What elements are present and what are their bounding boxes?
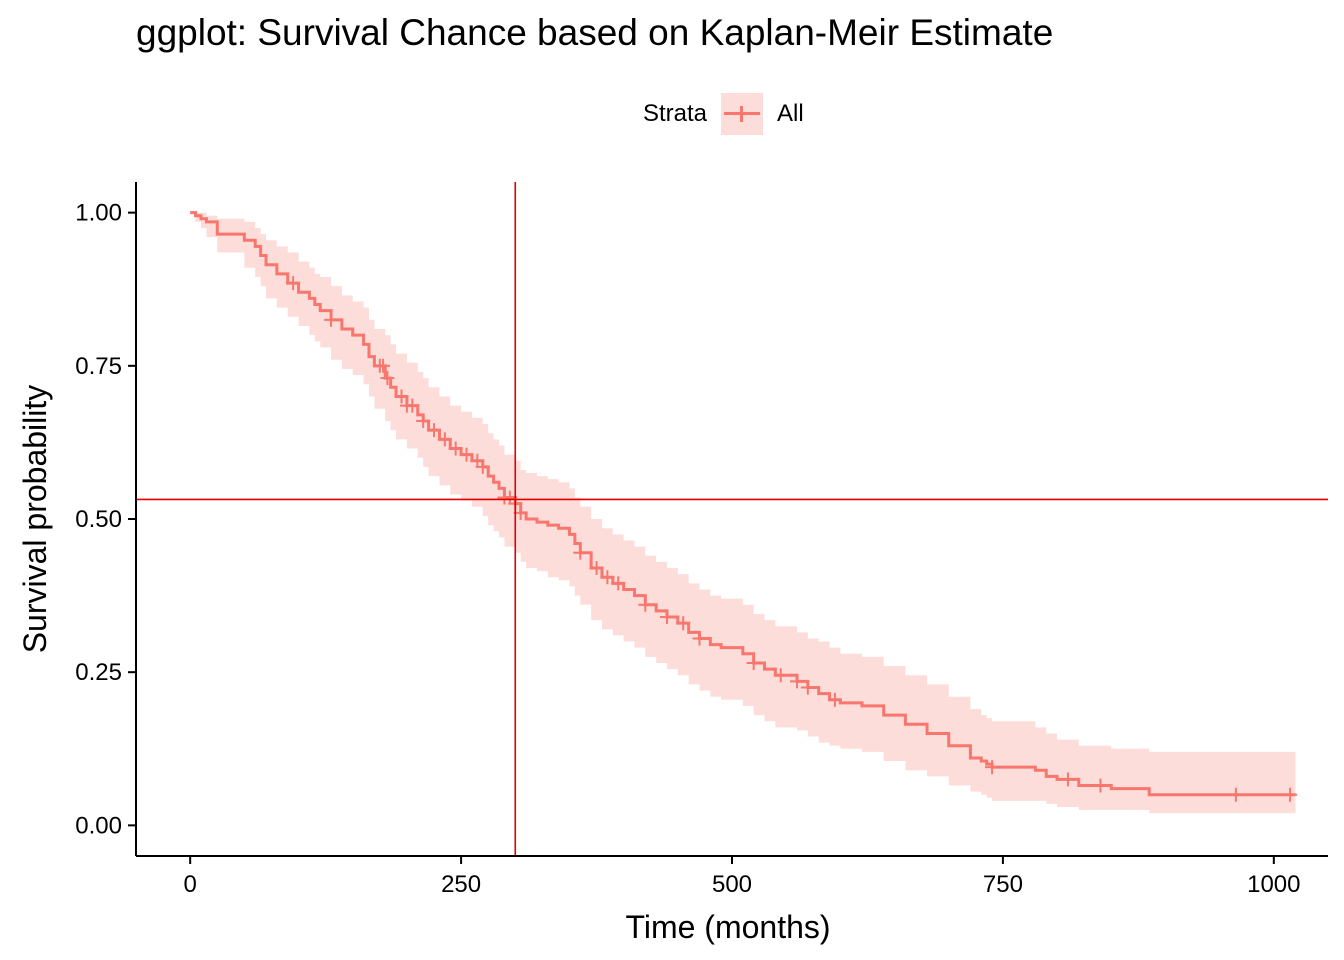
x-tick-label: 250	[441, 871, 481, 898]
chart-title: ggplot: Survival Chance based on Kaplan-…	[136, 12, 1054, 53]
x-tick-label: 0	[184, 871, 197, 898]
x-axis-title: Time (months)	[625, 909, 830, 945]
legend-title: Strata	[643, 100, 708, 127]
legend-key-all	[721, 93, 764, 135]
legend-key-censor-tick	[740, 106, 744, 122]
confidence-ribbon	[190, 212, 1296, 814]
x-tick-label: 750	[983, 871, 1023, 898]
x-tick-label: 1000	[1247, 871, 1300, 898]
y-axis-title: Survival probability	[17, 385, 53, 654]
y-tick-label: 0.50	[75, 506, 122, 533]
x-tick-label: 500	[712, 871, 752, 898]
y-tick-label: 0.25	[75, 659, 122, 686]
y-tick-label: 0.00	[75, 812, 122, 839]
survival-curve	[190, 211, 1296, 797]
y-tick-label: 1.00	[75, 200, 122, 227]
legend: Strata All	[643, 92, 804, 136]
legend-label-all: All	[777, 100, 804, 127]
y-tick-label: 0.75	[75, 353, 122, 380]
